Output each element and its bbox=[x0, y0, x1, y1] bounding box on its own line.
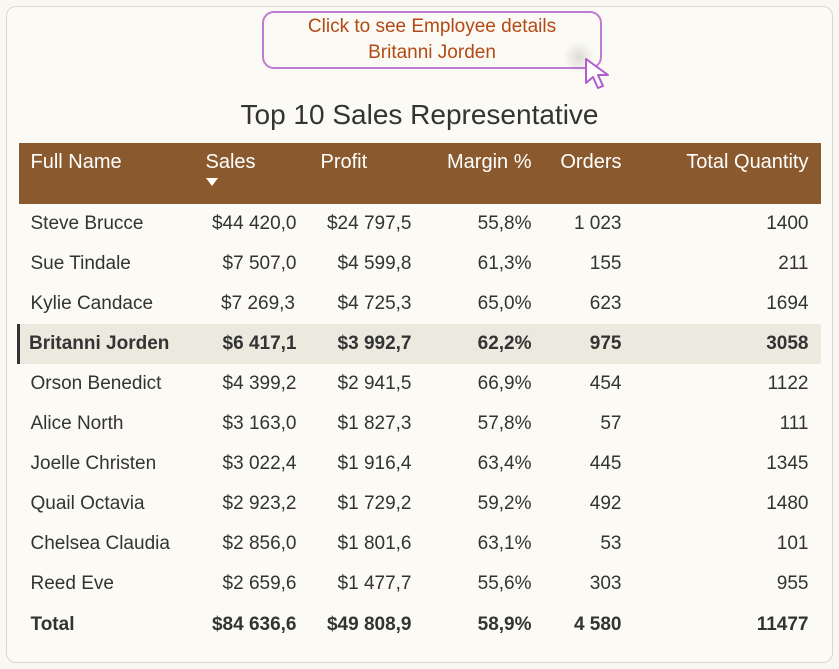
cell-name: Sue Tindale bbox=[19, 244, 194, 284]
cell-margin: 63,4% bbox=[424, 444, 544, 484]
cell-margin: 61,3% bbox=[424, 244, 544, 284]
cell-name: Orson Benedict bbox=[19, 364, 194, 404]
table-row[interactable]: Britanni Jorden$6 417,1$3 992,762,2%9753… bbox=[19, 324, 821, 364]
cell-name: Quail Octavia bbox=[19, 484, 194, 524]
cell-orders: 445 bbox=[544, 444, 634, 484]
col-header-name[interactable]: Full Name bbox=[19, 143, 194, 204]
cell-sales: $2 856,0 bbox=[194, 524, 309, 564]
total-label: Total bbox=[19, 604, 194, 646]
cell-margin: 66,9% bbox=[424, 364, 544, 404]
cell-margin: 59,2% bbox=[424, 484, 544, 524]
cell-margin: 65,0% bbox=[424, 284, 544, 324]
total-orders: 4 580 bbox=[544, 604, 634, 646]
cell-name: Britanni Jorden bbox=[19, 324, 194, 364]
cell-sales: $4 399,2 bbox=[194, 364, 309, 404]
col-header-profit[interactable]: Profit bbox=[309, 143, 424, 204]
cell-profit: $2 941,5 bbox=[309, 364, 424, 404]
cell-orders: 623 bbox=[544, 284, 634, 324]
cell-profit: $4 599,8 bbox=[309, 244, 424, 284]
total-profit: $49 808,9 bbox=[309, 604, 424, 646]
cell-sales: $6 417,1 bbox=[194, 324, 309, 364]
cell-sales: $2 923,2 bbox=[194, 484, 309, 524]
sales-table: Full Name Sales Profit Margin % Orders T… bbox=[17, 143, 822, 646]
cell-orders: 57 bbox=[544, 404, 634, 444]
cell-sales: $3 163,0 bbox=[194, 404, 309, 444]
cell-profit: $1 801,6 bbox=[309, 524, 424, 564]
cell-orders: 975 bbox=[544, 324, 634, 364]
total-qty: 11477 bbox=[634, 604, 821, 646]
table-row[interactable]: Orson Benedict$4 399,2$2 941,566,9%45411… bbox=[19, 364, 821, 404]
cell-qty: 955 bbox=[634, 564, 821, 604]
table-row[interactable]: Alice North$3 163,0$1 827,357,8%57111 bbox=[19, 404, 821, 444]
cell-qty: 1480 bbox=[634, 484, 821, 524]
table-row[interactable]: Reed Eve$2 659,6$1 477,755,6%303955 bbox=[19, 564, 821, 604]
cell-qty: 101 bbox=[634, 524, 821, 564]
table-total-row: Total $84 636,6 $49 808,9 58,9% 4 580 11… bbox=[19, 604, 821, 646]
table-row[interactable]: Steve Brucce$44 420,0$24 797,555,8%1 023… bbox=[19, 204, 821, 244]
cell-name: Kylie Candace bbox=[19, 284, 194, 324]
cell-name: Chelsea Claudia bbox=[19, 524, 194, 564]
table-row[interactable]: Chelsea Claudia$2 856,0$1 801,663,1%5310… bbox=[19, 524, 821, 564]
cell-profit: $1 827,3 bbox=[309, 404, 424, 444]
cell-sales: $2 659,6 bbox=[194, 564, 309, 604]
tooltip-line1: Click to see Employee details bbox=[308, 14, 556, 40]
cell-margin: 57,8% bbox=[424, 404, 544, 444]
cell-orders: 1 023 bbox=[544, 204, 634, 244]
cell-sales: $44 420,0 bbox=[194, 204, 309, 244]
cell-profit: $4 725,3 bbox=[309, 284, 424, 324]
cell-name: Joelle Christen bbox=[19, 444, 194, 484]
report-card: Click to see Employee details Britanni J… bbox=[6, 6, 833, 663]
cell-profit: $1 729,2 bbox=[309, 484, 424, 524]
cell-profit: $1 916,4 bbox=[309, 444, 424, 484]
table-row[interactable]: Sue Tindale$7 507,0$4 599,861,3%155211 bbox=[19, 244, 821, 284]
cell-name: Reed Eve bbox=[19, 564, 194, 604]
cell-profit: $3 992,7 bbox=[309, 324, 424, 364]
table-header-row: Full Name Sales Profit Margin % Orders T… bbox=[19, 143, 821, 204]
col-header-qty[interactable]: Total Quantity bbox=[634, 143, 821, 204]
cell-qty: 1122 bbox=[634, 364, 821, 404]
cell-orders: 492 bbox=[544, 484, 634, 524]
table-row[interactable]: Quail Octavia$2 923,2$1 729,259,2%492148… bbox=[19, 484, 821, 524]
cell-orders: 53 bbox=[544, 524, 634, 564]
total-sales: $84 636,6 bbox=[194, 604, 309, 646]
cell-name: Steve Brucce bbox=[19, 204, 194, 244]
col-header-sales[interactable]: Sales bbox=[194, 143, 309, 204]
cell-qty: 211 bbox=[634, 244, 821, 284]
cell-sales: $7 269,3 bbox=[194, 284, 309, 324]
col-header-margin[interactable]: Margin % bbox=[424, 143, 544, 204]
cell-margin: 63,1% bbox=[424, 524, 544, 564]
table-row[interactable]: Joelle Christen$3 022,4$1 916,463,4%4451… bbox=[19, 444, 821, 484]
cell-qty: 1400 bbox=[634, 204, 821, 244]
cell-name: Alice North bbox=[19, 404, 194, 444]
cell-sales: $3 022,4 bbox=[194, 444, 309, 484]
sort-desc-icon bbox=[206, 178, 218, 186]
cell-orders: 155 bbox=[544, 244, 634, 284]
table-row[interactable]: Kylie Candace$7 269,3$4 725,365,0%623169… bbox=[19, 284, 821, 324]
cell-qty: 1694 bbox=[634, 284, 821, 324]
total-margin: 58,9% bbox=[424, 604, 544, 646]
cell-qty: 1345 bbox=[634, 444, 821, 484]
cell-profit: $24 797,5 bbox=[309, 204, 424, 244]
col-header-orders[interactable]: Orders bbox=[544, 143, 634, 204]
cell-orders: 303 bbox=[544, 564, 634, 604]
cell-qty: 3058 bbox=[634, 324, 821, 364]
cell-sales: $7 507,0 bbox=[194, 244, 309, 284]
cell-margin: 55,6% bbox=[424, 564, 544, 604]
tooltip-line2: Britanni Jorden bbox=[368, 40, 496, 66]
cell-margin: 55,8% bbox=[424, 204, 544, 244]
report-title: Top 10 Sales Representative bbox=[7, 99, 832, 131]
cell-orders: 454 bbox=[544, 364, 634, 404]
cell-qty: 111 bbox=[634, 404, 821, 444]
drillthrough-tooltip[interactable]: Click to see Employee details Britanni J… bbox=[262, 11, 602, 69]
cell-profit: $1 477,7 bbox=[309, 564, 424, 604]
cell-margin: 62,2% bbox=[424, 324, 544, 364]
